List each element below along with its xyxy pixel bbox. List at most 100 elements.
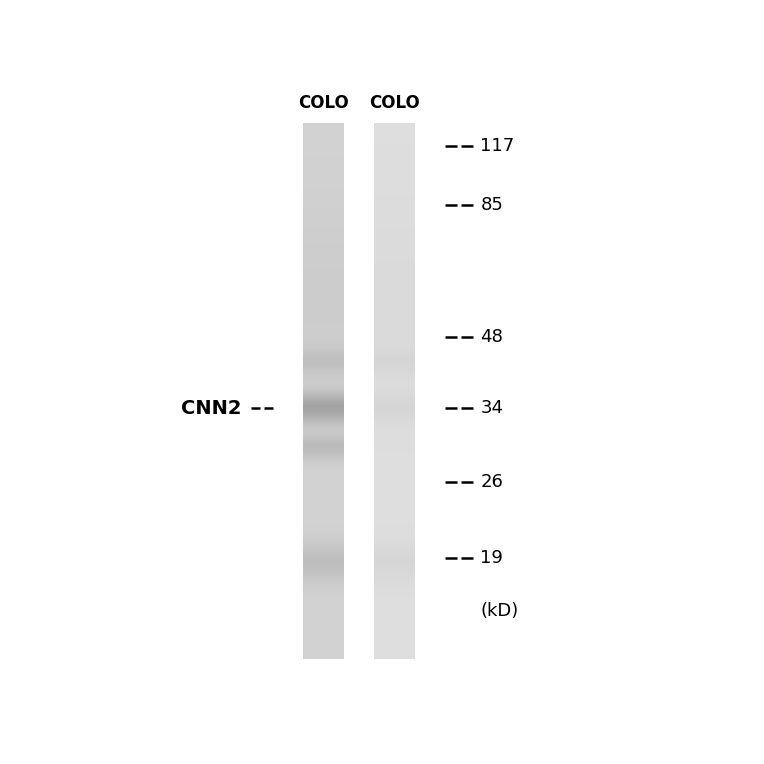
Bar — [303, 216, 344, 217]
Bar — [303, 578, 344, 579]
Bar — [374, 232, 415, 233]
Bar — [303, 633, 344, 635]
Bar — [303, 334, 344, 335]
Bar — [303, 483, 344, 484]
Bar — [303, 632, 344, 633]
Bar — [303, 558, 344, 559]
Bar — [374, 367, 415, 368]
Bar — [374, 416, 415, 417]
Bar — [303, 163, 344, 164]
Bar — [374, 257, 415, 259]
Bar — [374, 315, 415, 316]
Bar — [303, 145, 344, 146]
Bar — [303, 357, 344, 358]
Bar — [374, 194, 415, 195]
Bar — [303, 649, 344, 651]
Bar — [374, 493, 415, 494]
Bar — [374, 222, 415, 223]
Bar — [303, 208, 344, 209]
Bar — [303, 300, 344, 302]
Bar — [303, 186, 344, 187]
Bar — [303, 165, 344, 167]
Bar — [303, 596, 344, 597]
Bar — [374, 556, 415, 557]
Bar — [374, 544, 415, 545]
Bar — [303, 186, 344, 188]
Bar — [374, 128, 415, 129]
Bar — [374, 441, 415, 442]
Bar — [374, 357, 415, 358]
Bar — [303, 600, 344, 601]
Bar — [303, 241, 344, 243]
Bar — [374, 246, 415, 248]
Bar — [303, 142, 344, 143]
Bar — [303, 336, 344, 337]
Bar — [303, 569, 344, 570]
Bar — [303, 197, 344, 198]
Bar — [303, 559, 344, 560]
Bar — [374, 572, 415, 573]
Bar — [303, 193, 344, 194]
Bar — [374, 591, 415, 592]
Bar — [374, 176, 415, 178]
Bar — [303, 179, 344, 180]
Bar — [374, 546, 415, 548]
Bar — [303, 192, 344, 193]
Bar — [374, 507, 415, 508]
Bar — [374, 263, 415, 264]
Bar — [303, 135, 344, 136]
Bar — [303, 311, 344, 312]
Bar — [374, 300, 415, 302]
Bar — [303, 584, 344, 585]
Bar — [303, 565, 344, 566]
Bar — [303, 238, 344, 239]
Bar — [303, 535, 344, 536]
Bar — [374, 390, 415, 391]
Bar — [303, 631, 344, 632]
Bar — [374, 290, 415, 291]
Bar — [303, 202, 344, 204]
Bar — [374, 164, 415, 165]
Bar — [303, 386, 344, 387]
Bar — [374, 353, 415, 354]
Bar — [374, 388, 415, 390]
Bar — [303, 640, 344, 641]
Bar — [303, 548, 344, 549]
Bar — [374, 369, 415, 370]
Bar — [303, 175, 344, 176]
Bar — [374, 262, 415, 264]
Bar — [303, 297, 344, 298]
Bar — [303, 158, 344, 159]
Bar — [303, 330, 344, 331]
Bar — [303, 589, 344, 591]
Bar — [303, 513, 344, 515]
Bar — [303, 157, 344, 158]
Bar — [303, 187, 344, 189]
Bar — [303, 205, 344, 206]
Bar — [374, 526, 415, 527]
Bar — [303, 497, 344, 499]
Bar — [303, 338, 344, 339]
Bar — [303, 219, 344, 221]
Bar — [303, 128, 344, 129]
Bar — [374, 611, 415, 613]
Bar — [303, 617, 344, 618]
Bar — [303, 422, 344, 423]
Bar — [374, 614, 415, 615]
Bar — [303, 399, 344, 400]
Bar — [303, 518, 344, 519]
Bar — [374, 382, 415, 384]
Bar — [374, 272, 415, 273]
Bar — [303, 152, 344, 153]
Bar — [303, 424, 344, 425]
Bar — [374, 280, 415, 281]
Bar — [374, 281, 415, 282]
Bar — [303, 283, 344, 284]
Bar — [374, 163, 415, 164]
Bar — [374, 637, 415, 638]
Bar — [374, 338, 415, 339]
Bar — [374, 413, 415, 414]
Bar — [374, 447, 415, 448]
Bar — [303, 635, 344, 636]
Bar — [374, 251, 415, 252]
